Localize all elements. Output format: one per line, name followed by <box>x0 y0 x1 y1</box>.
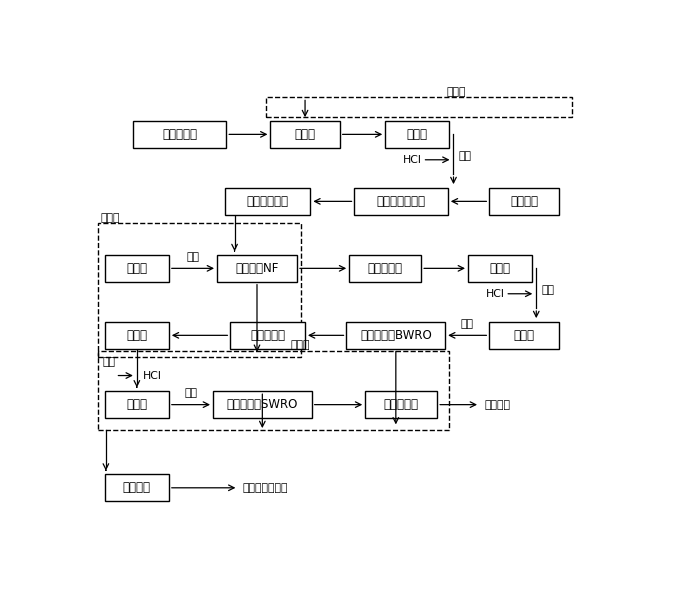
FancyBboxPatch shape <box>489 188 559 215</box>
Text: 透过液: 透过液 <box>291 340 310 350</box>
Text: 布袋过滤: 布袋过滤 <box>510 195 538 208</box>
Text: 活性碳纤维过滤: 活性碳纤维过滤 <box>377 195 426 208</box>
FancyBboxPatch shape <box>385 121 449 148</box>
Text: HCl: HCl <box>143 371 162 380</box>
FancyBboxPatch shape <box>105 475 169 501</box>
Text: 制成镍盐: 制成镍盐 <box>484 400 510 410</box>
Text: 二级膜分离BWRO: 二级膜分离BWRO <box>360 329 432 342</box>
FancyBboxPatch shape <box>365 391 438 418</box>
Text: 离子交换: 离子交换 <box>123 481 151 494</box>
FancyBboxPatch shape <box>489 322 559 349</box>
Text: HCl: HCl <box>403 155 422 165</box>
Text: 增压: 增压 <box>459 151 472 161</box>
Text: 一级浓水箱: 一级浓水箱 <box>368 262 402 275</box>
Text: 增压泵: 增压泵 <box>407 128 428 141</box>
FancyBboxPatch shape <box>230 322 305 349</box>
Text: 精密微孔过滤: 精密微孔过滤 <box>247 195 289 208</box>
Text: 废水箱: 废水箱 <box>295 128 316 141</box>
FancyBboxPatch shape <box>217 255 297 282</box>
Text: HCl: HCl <box>486 289 504 299</box>
Text: 增压: 增压 <box>187 252 199 262</box>
Text: 增压: 增压 <box>461 319 474 329</box>
Text: 高压泵: 高压泵 <box>513 329 535 342</box>
FancyBboxPatch shape <box>349 255 421 282</box>
FancyBboxPatch shape <box>270 121 340 148</box>
FancyBboxPatch shape <box>213 391 311 418</box>
FancyBboxPatch shape <box>105 255 169 282</box>
Text: 增压: 增压 <box>542 285 555 295</box>
Text: 一级纳滤NF: 一级纳滤NF <box>236 262 278 275</box>
Text: 二级浓水箱: 二级浓水箱 <box>250 329 285 342</box>
FancyBboxPatch shape <box>225 188 310 215</box>
FancyBboxPatch shape <box>105 322 169 349</box>
FancyBboxPatch shape <box>347 322 445 349</box>
Text: 增压泵: 增压泵 <box>126 329 147 342</box>
FancyBboxPatch shape <box>105 391 169 418</box>
FancyBboxPatch shape <box>133 121 226 148</box>
Text: 增压泵: 增压泵 <box>126 262 147 275</box>
Text: 增压: 增压 <box>102 356 115 367</box>
Text: 三级浓水箱: 三级浓水箱 <box>384 398 419 411</box>
Text: 透过液: 透过液 <box>446 87 466 97</box>
Text: 增压: 增压 <box>185 388 198 398</box>
Text: 三级膜分离SWRO: 三级膜分离SWRO <box>227 398 298 411</box>
FancyBboxPatch shape <box>354 188 448 215</box>
Text: 水返回至电镀线: 水返回至电镀线 <box>243 483 288 493</box>
Text: 高压泵: 高压泵 <box>126 398 147 411</box>
Text: 透过液: 透过液 <box>101 212 120 223</box>
Text: 电镀废水池: 电镀废水池 <box>162 128 197 141</box>
Text: 增压泵: 增压泵 <box>489 262 511 275</box>
FancyBboxPatch shape <box>468 255 532 282</box>
